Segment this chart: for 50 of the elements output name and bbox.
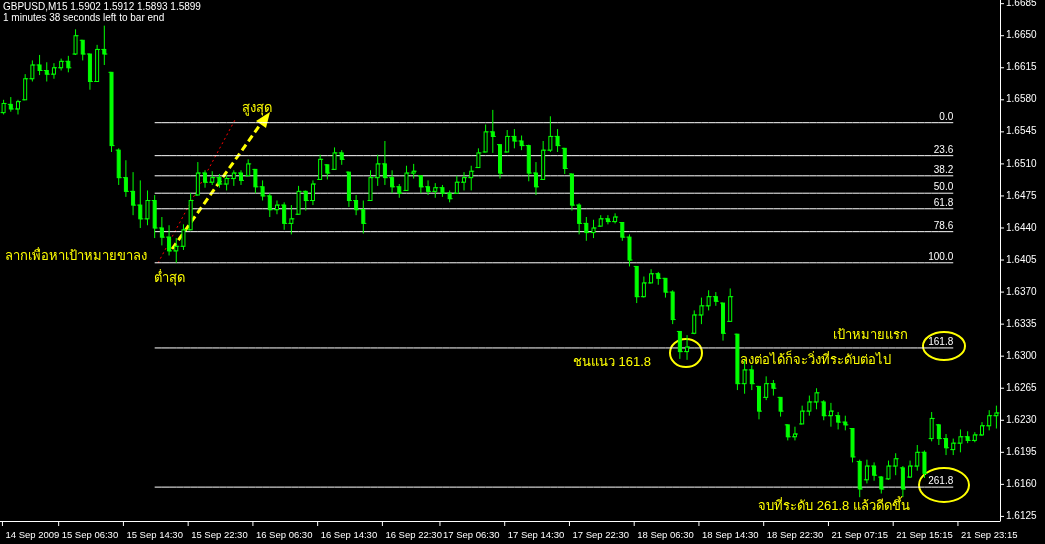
series-label: 61.8 <box>933 196 954 208</box>
y-tick-label: 1.6265 <box>1006 381 1038 393</box>
annotation: เป้าหมายแรก <box>832 327 908 343</box>
annotation: ลากเพื่อหาเป้าหมายขาลง <box>4 247 147 264</box>
series-label: 261.8 <box>928 475 954 487</box>
x-tick-label: 18 Sep 14:30 <box>701 528 759 540</box>
annotation: จบที่ระดับ 261.8 แล้วดีดขึ้น <box>758 496 910 514</box>
y-tick-label: 1.6510 <box>1006 157 1038 169</box>
y-tick-label: 1.6650 <box>1006 29 1038 41</box>
y-tick-label: 1.6685 <box>1006 0 1038 9</box>
y-tick-label: 1.6195 <box>1006 445 1038 457</box>
annotation: ชนแนว 161.8 <box>572 354 652 370</box>
x-tick-label: 16 Sep 06:30 <box>255 528 313 540</box>
series-label: 0.0 <box>939 110 954 122</box>
series-label: 78.6 <box>933 219 954 231</box>
annotation: ต่ำสุด <box>154 269 186 287</box>
x-tick-label: 18 Sep 22:30 <box>766 528 824 540</box>
y-tick-label: 1.6440 <box>1006 221 1038 233</box>
y-tick-label: 1.6370 <box>1006 285 1038 297</box>
series-label: 38.2 <box>933 163 954 175</box>
annotation: ลงต่อได้ก็จะวิ่งที่ระดับต่อไป <box>739 350 891 368</box>
y-tick-label: 1.6615 <box>1006 61 1038 73</box>
x-tick-label: 15 Sep 06:30 <box>61 528 119 540</box>
x-tick-label: 16 Sep 22:30 <box>385 528 442 540</box>
y-tick-label: 1.6545 <box>1006 125 1038 137</box>
x-tick-label: 14 Sep 2009 <box>5 528 60 540</box>
y-tick-label: 1.6160 <box>1006 478 1038 490</box>
y-tick-label: 1.6125 <box>1006 510 1038 522</box>
y-tick-label: 1.6335 <box>1006 317 1038 329</box>
x-tick-label: 15 Sep 14:30 <box>126 528 183 540</box>
x-tick-label: 16 Sep 14:30 <box>320 528 378 540</box>
y-tick-label: 1.6300 <box>1006 349 1038 361</box>
x-tick-label: 17 Sep 14:30 <box>507 528 565 540</box>
series-label: 50.0 <box>933 181 954 193</box>
y-tick-label: 1.6405 <box>1006 253 1038 265</box>
y-tick-label: 1.6475 <box>1006 189 1038 201</box>
series-label: 23.6 <box>933 143 954 155</box>
x-tick-label: 18 Sep 06:30 <box>637 528 694 540</box>
x-tick-label: 21 Sep 15:15 <box>896 528 953 540</box>
x-tick-label: 21 Sep 23:15 <box>960 528 1018 540</box>
y-tick-label: 1.6230 <box>1006 413 1038 425</box>
x-tick-label: 15 Sep 22:30 <box>191 528 248 540</box>
y-tick-label: 1.6580 <box>1006 93 1038 105</box>
series-label: 100.0 <box>928 250 954 262</box>
annotation: สูงสุด <box>242 100 272 117</box>
x-tick-label: 17 Sep 22:30 <box>572 528 629 540</box>
text: 1 minutes 38 seconds left to bar end <box>3 12 165 23</box>
x-tick-label: 17 Sep 06:30 <box>442 528 500 540</box>
x-tick-label: 21 Sep 07:15 <box>831 528 888 540</box>
chart-title: GBPUSD,M15 1.5902 1.5912 1.5893 1.5899 <box>3 1 202 12</box>
